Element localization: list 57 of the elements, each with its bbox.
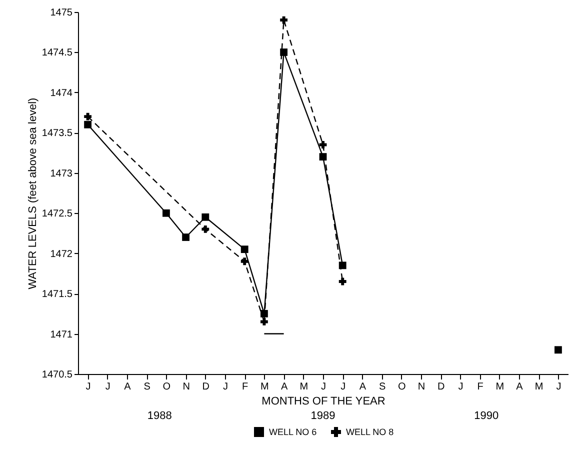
point: [338, 278, 346, 286]
point: [182, 234, 190, 241]
x-tick-label: A: [359, 382, 366, 392]
y-tick-label: 1470.5: [42, 370, 73, 380]
x-tick-label: J: [340, 382, 346, 392]
point: [202, 225, 210, 233]
x-tick-label: F: [242, 382, 248, 392]
x-tick-label: O: [398, 382, 406, 392]
x-tick-label: A: [516, 382, 524, 392]
x-tick-label: M: [534, 382, 544, 392]
y-tick-label: 1472: [50, 248, 73, 260]
y-tick-label: 1475: [50, 8, 73, 18]
x-tick-label: J: [223, 382, 228, 392]
point: [260, 318, 268, 326]
point: [84, 112, 92, 120]
point: [162, 209, 170, 217]
x-tick-label: J: [556, 382, 562, 392]
y-axis-title: WATER LEVELS (feet above sea level): [26, 98, 39, 290]
y-tick-label: 1471: [50, 329, 73, 340]
x-tick-label: O: [162, 382, 171, 392]
point: [554, 346, 562, 354]
x-tick-label: M: [300, 382, 308, 392]
point: [84, 120, 92, 128]
point: [202, 213, 210, 221]
x-tick-label: N: [182, 382, 190, 392]
x-tick-label: J: [321, 382, 326, 392]
x-tick-label: S: [378, 382, 386, 392]
point: [338, 262, 346, 270]
point: [319, 141, 327, 148]
text: 1990: [474, 410, 499, 422]
point: [240, 246, 248, 254]
x-tick-label: M: [496, 382, 504, 392]
x-tick-label: N: [418, 382, 426, 392]
y-tick-label: 1472.5: [42, 208, 73, 220]
text: 1988: [147, 410, 172, 422]
point: [280, 48, 288, 56]
legend-label: WELL NO 8: [346, 427, 394, 437]
y-tick-label: 1474.5: [42, 48, 73, 59]
x-tick-label: D: [437, 382, 445, 392]
text: 1989: [310, 410, 336, 422]
x-tick-label: J: [105, 382, 110, 392]
x-tick-label: J: [458, 382, 464, 392]
y-tick-label: 1473: [50, 168, 73, 180]
x-axis-title: MONTHS OF THE YEAR: [262, 396, 386, 408]
x-tick-label: D: [202, 382, 210, 392]
point: [280, 16, 288, 24]
legend-label: WELL NO 6: [269, 427, 317, 437]
x-tick-label: F: [477, 382, 484, 392]
x-tick-label: A: [124, 382, 132, 392]
point: [240, 258, 248, 266]
y-tick-label: 1473.5: [42, 128, 73, 140]
y-tick-label: 1471.5: [42, 289, 73, 300]
x-tick-label: A: [280, 382, 288, 392]
x-tick-label: S: [144, 382, 151, 392]
x-tick-label: J: [86, 382, 91, 392]
y-tick-label: 1474: [50, 88, 73, 99]
x-tick-label: M: [260, 382, 269, 392]
